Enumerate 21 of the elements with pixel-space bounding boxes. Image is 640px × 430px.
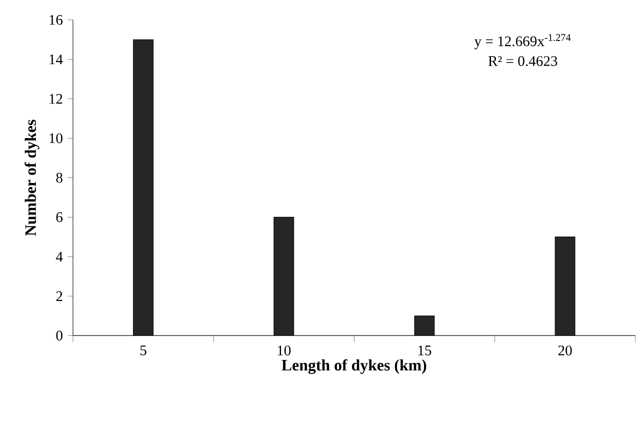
x-tick-label: 5 xyxy=(140,346,146,356)
annotation: y = 12.669x$^{-1.274}$ xyxy=(474,34,571,50)
y-tick-label: 12 xyxy=(50,94,62,104)
y-tick-label: 6 xyxy=(56,212,63,222)
y-tick-label: 10 xyxy=(50,133,62,144)
bar xyxy=(554,236,576,336)
bar xyxy=(414,316,434,336)
x-tick-label: 20 xyxy=(558,346,572,356)
y-tick-label: 14 xyxy=(50,54,63,64)
y-tick-label: 0 xyxy=(56,330,62,341)
y-tick-label: 4 xyxy=(56,252,63,262)
annotation: R² = 0.4623 xyxy=(488,56,558,66)
y-tick-label: 16 xyxy=(50,15,63,25)
y-tick-label: 2 xyxy=(56,291,62,302)
x-axis-title: Length of dykes (km) xyxy=(282,359,426,374)
x-tick-label: 15 xyxy=(418,346,432,356)
bar xyxy=(133,40,154,336)
x-tick-label: 10 xyxy=(278,346,291,356)
y-tick-label: 8 xyxy=(56,172,62,183)
y-axis-title: Number of dykes xyxy=(24,120,40,236)
bar xyxy=(274,217,294,336)
